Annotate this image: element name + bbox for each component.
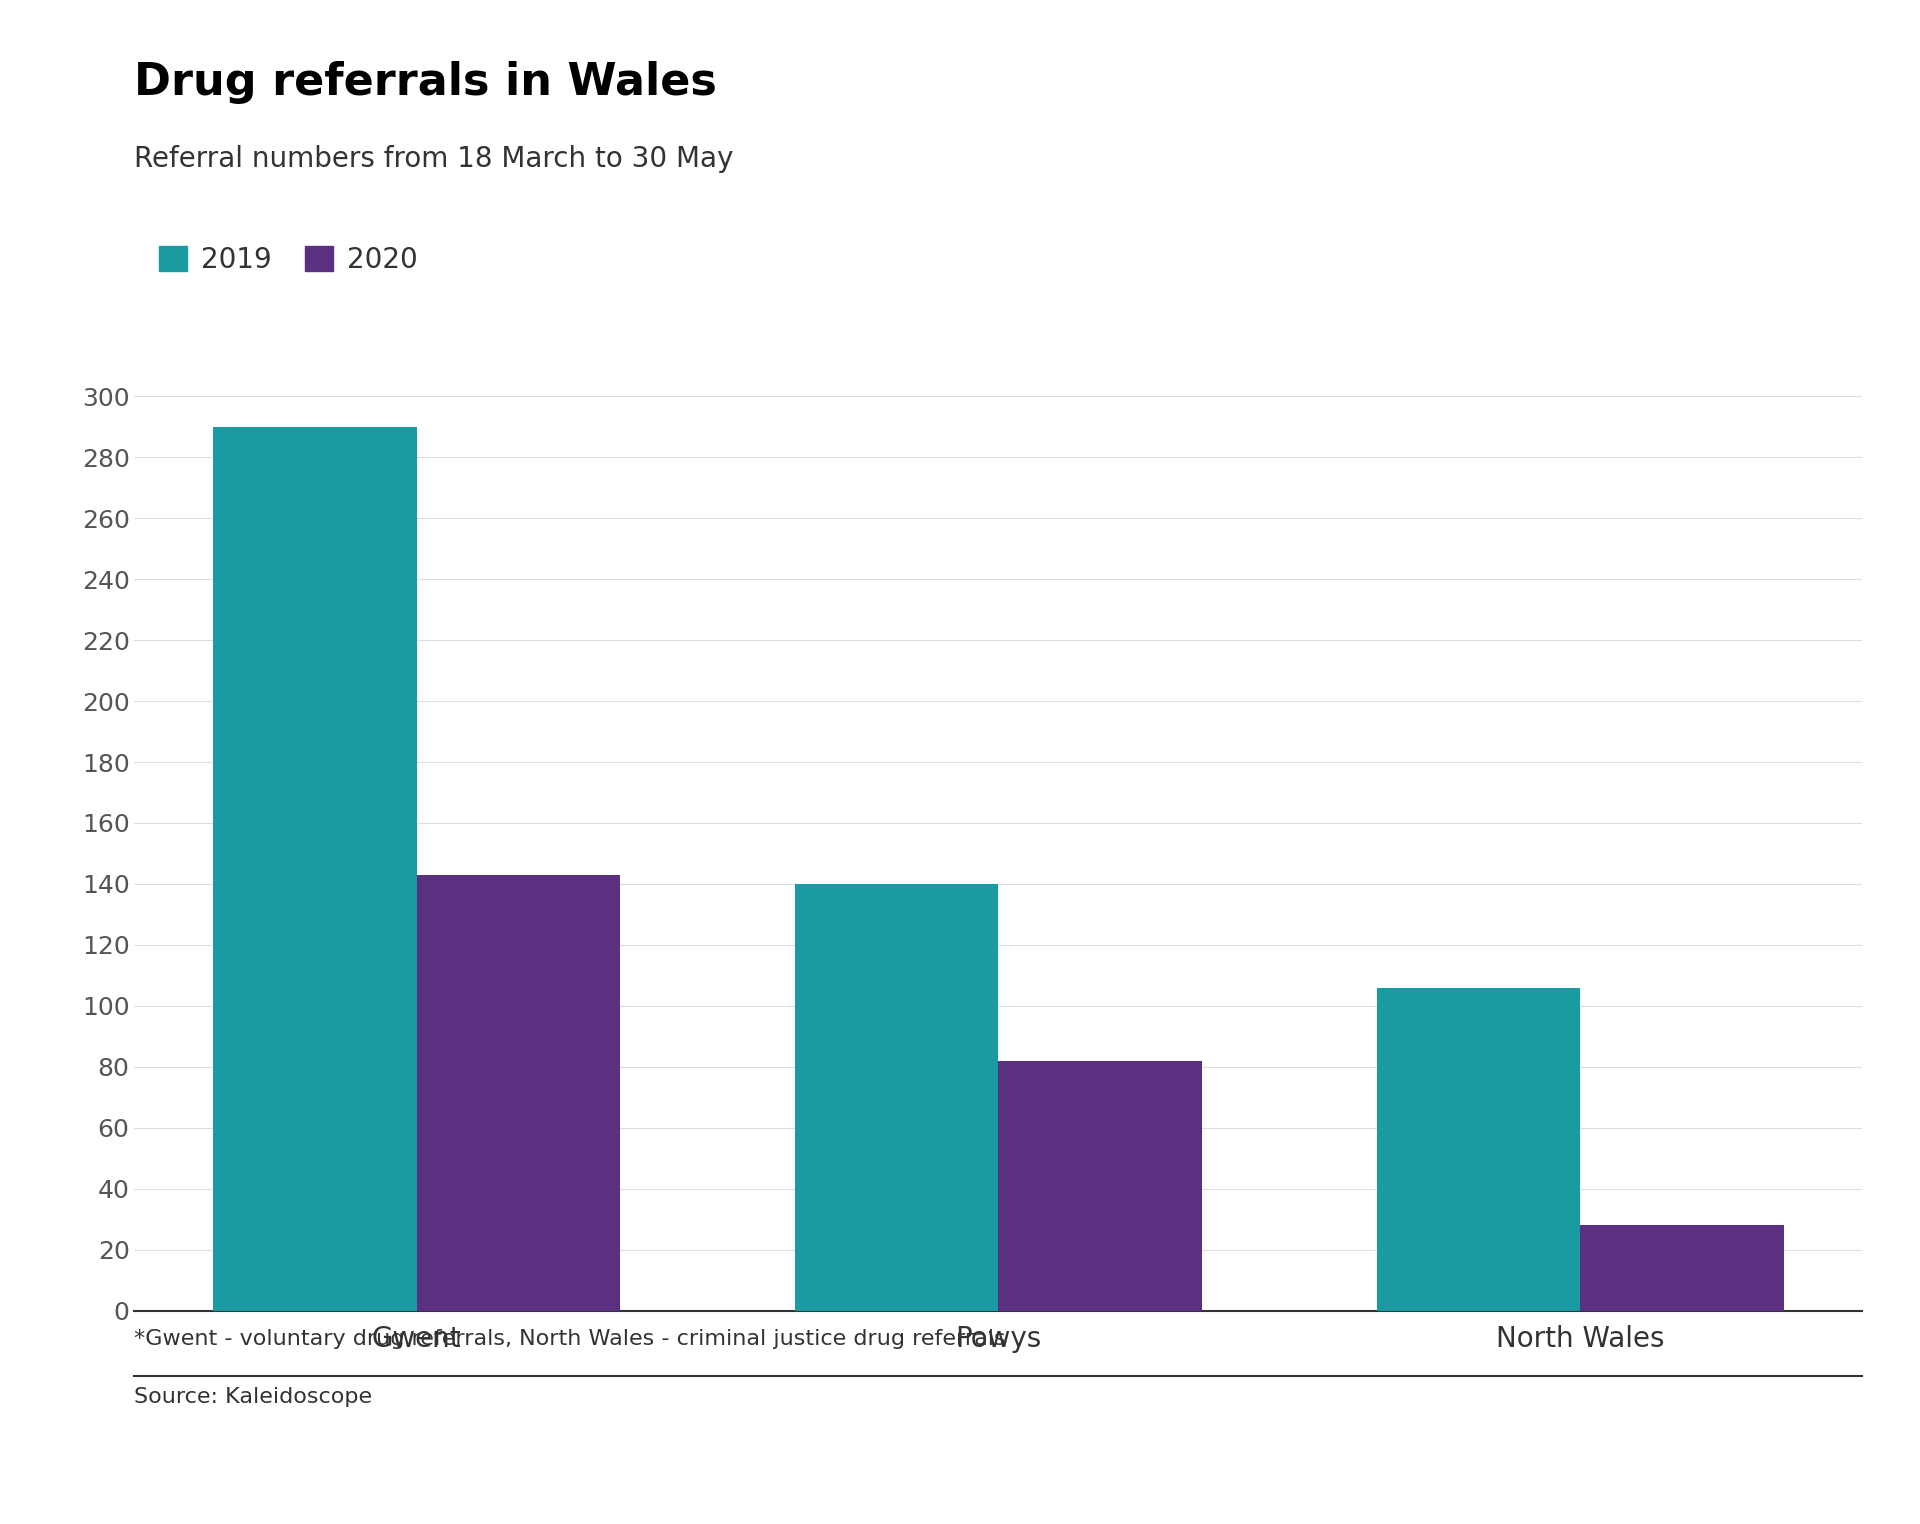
Bar [998,1061,1202,1311]
Text: Drug referrals in Wales: Drug referrals in Wales [134,61,718,104]
Bar [1377,988,1580,1311]
Text: Referral numbers from 18 March to 30 May: Referral numbers from 18 March to 30 May [134,145,733,172]
Text: Source: Kaleidoscope: Source: Kaleidoscope [134,1387,372,1407]
Text: *Gwent - voluntary drug referrals, North Wales - criminal justice drug referrals: *Gwent - voluntary drug referrals, North… [134,1329,1006,1349]
Bar [1580,1225,1784,1311]
Text: B: B [1778,1416,1793,1437]
Bar [213,427,417,1311]
Text: C: C [1905,1416,1920,1437]
Legend: 2019, 2020: 2019, 2020 [148,235,428,285]
Bar [795,884,998,1311]
Text: B: B [1841,1416,1857,1437]
Bar [417,875,620,1311]
